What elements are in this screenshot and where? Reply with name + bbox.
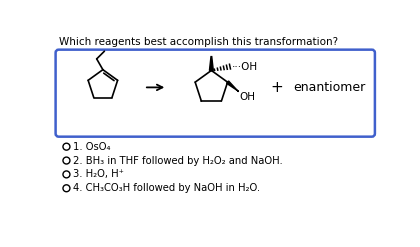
Text: 2. BH₃ in THF followed by H₂O₂ and NaOH.: 2. BH₃ in THF followed by H₂O₂ and NaOH. [73,156,282,165]
Polygon shape [226,81,239,91]
Text: ···OH: ···OH [231,62,257,72]
Text: 1. OsO₄: 1. OsO₄ [73,142,110,152]
FancyBboxPatch shape [55,50,375,137]
Circle shape [63,143,70,150]
Text: 3. H₂O, H⁺: 3. H₂O, H⁺ [73,169,123,179]
Text: +: + [271,80,284,95]
Text: OH: OH [239,92,255,102]
Circle shape [63,157,70,164]
Circle shape [63,171,70,178]
Polygon shape [210,57,213,70]
Circle shape [63,185,70,192]
Text: 4. CH₃CO₃H followed by NaOH in H₂O.: 4. CH₃CO₃H followed by NaOH in H₂O. [73,183,260,193]
Text: Which reagents best accomplish this transformation?: Which reagents best accomplish this tran… [59,37,338,47]
Text: enantiomer: enantiomer [293,81,365,94]
